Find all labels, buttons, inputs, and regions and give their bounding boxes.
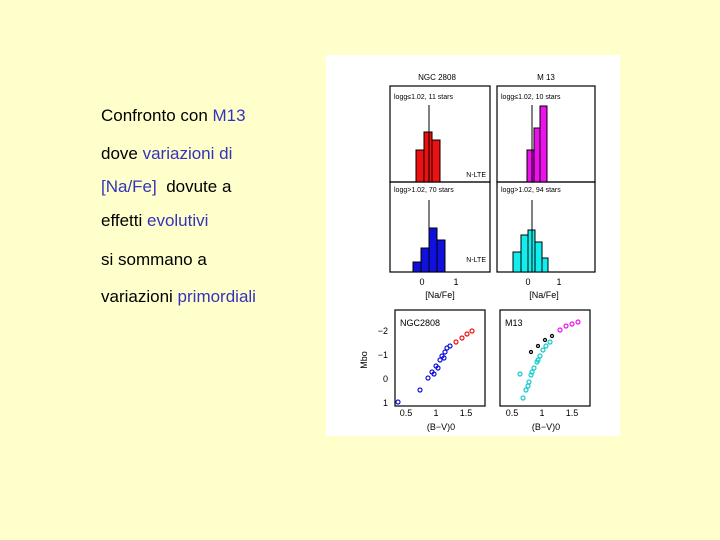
highlight-text: evolutivi [147, 211, 209, 230]
x-tick-label: 0 [419, 277, 424, 287]
panel-label: logg≤1.02, 10 stars [501, 94, 561, 101]
x-tick-label: 1 [556, 277, 561, 287]
text-line: [Na/Fe] dovute a [101, 177, 231, 197]
cluster-title: NGC 2808 [418, 73, 456, 82]
histogram-bars [412, 105, 549, 273]
nlte-label: N-LTE [466, 257, 486, 264]
x-tick-label: 0.5 [400, 408, 413, 418]
highlight-text: [Na/Fe] [101, 177, 157, 196]
y-tick-label: 0 [383, 374, 388, 384]
highlight-text: M13 [212, 106, 246, 125]
text-line: dove variazioni di [101, 144, 232, 164]
nlte-label: N-LTE [466, 172, 486, 179]
figure: NGC 2808 M 13 logg≤1.02, 11 stars logg≤1.02… [326, 55, 620, 436]
text: dovute a [156, 177, 232, 196]
x-tick-label: 1 [433, 408, 438, 418]
text-line: Confronto con M13 [101, 106, 246, 126]
text: dove [101, 144, 143, 163]
cmd-panel-label: NGC2808 [400, 318, 440, 328]
x-tick-label: 1 [539, 408, 544, 418]
text-line: variazioni primordiali [101, 287, 256, 307]
text-line: effetti evolutivi [101, 211, 208, 231]
x-axis-label: [Na/Fe] [529, 290, 559, 300]
highlight-text: primordiali [177, 287, 256, 306]
x-axis-label: (B−V)0 [427, 422, 455, 432]
x-axis-label: [Na/Fe] [425, 290, 455, 300]
cmd-panel-label: M13 [505, 318, 523, 328]
y-axis-label: Mbo [359, 351, 369, 369]
y-tick-label: 1 [383, 398, 388, 408]
panel-label: logg>1.02, 94 stars [501, 187, 561, 194]
cluster-title: M 13 [537, 73, 555, 82]
panel-label: logg>1.02, 70 stars [394, 187, 454, 194]
cmd-points [395, 319, 581, 405]
text: Confronto con [101, 106, 213, 125]
x-tick-label: 0.5 [506, 408, 519, 418]
text: si sommano a [101, 250, 207, 269]
panel-label: logg≤1.02, 11 stars [394, 94, 453, 101]
x-tick-label: 0 [525, 277, 530, 287]
highlight-text: variazioni di [142, 144, 233, 163]
y-tick-label: −2 [378, 326, 388, 336]
figure-background [326, 55, 620, 436]
y-tick-label: −1 [378, 350, 388, 360]
text: variazioni [101, 287, 178, 306]
x-axis-label: (B−V)0 [532, 422, 560, 432]
x-tick-label: 1.5 [460, 408, 473, 418]
x-tick-label: 1 [453, 277, 458, 287]
text: effetti [101, 211, 147, 230]
text-line: si sommano a [101, 250, 207, 270]
x-tick-label: 1.5 [566, 408, 579, 418]
